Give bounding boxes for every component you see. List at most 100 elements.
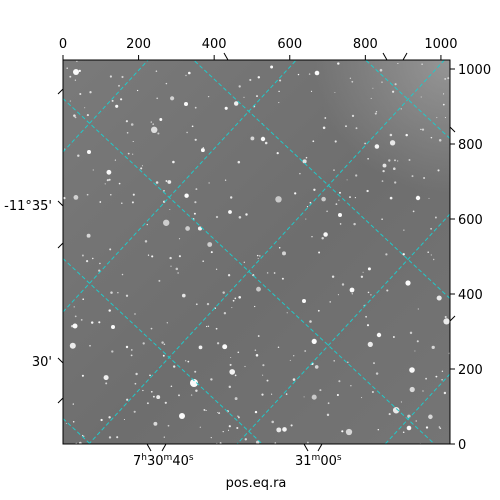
star — [309, 201, 312, 204]
star — [334, 140, 337, 143]
star — [184, 193, 189, 198]
star — [297, 73, 300, 76]
star — [164, 401, 167, 404]
star — [313, 188, 316, 191]
star — [132, 140, 134, 143]
star — [258, 255, 261, 257]
star — [103, 375, 109, 381]
star — [379, 68, 383, 72]
star — [108, 436, 112, 439]
star — [159, 118, 163, 121]
star — [256, 440, 260, 444]
ra-top-tick-mark — [223, 52, 229, 61]
star — [215, 327, 218, 330]
star — [89, 91, 92, 94]
star — [373, 362, 375, 365]
star — [400, 108, 402, 110]
star — [319, 389, 322, 392]
star — [90, 321, 94, 324]
star — [207, 325, 210, 328]
star — [243, 96, 245, 98]
star — [73, 114, 76, 117]
star — [422, 390, 424, 392]
star — [147, 254, 150, 256]
star — [223, 312, 227, 315]
star — [381, 218, 383, 220]
star — [308, 73, 311, 75]
star — [434, 216, 437, 219]
star — [169, 256, 172, 260]
star — [279, 79, 282, 82]
star — [69, 75, 72, 78]
x-tick-label: 0 — [59, 37, 67, 52]
star — [324, 117, 327, 119]
y-tick-label: 400 — [458, 288, 483, 303]
dec-right-tick-mark — [449, 315, 456, 322]
star — [282, 251, 286, 256]
star — [346, 361, 349, 364]
x-axis-title: pos.eq.ra — [226, 476, 287, 491]
star — [178, 238, 181, 240]
star — [244, 365, 246, 368]
star — [238, 295, 242, 299]
star — [195, 303, 198, 306]
star — [389, 196, 393, 200]
star — [389, 140, 396, 146]
star — [305, 156, 308, 159]
star — [244, 438, 247, 441]
star — [409, 386, 415, 393]
star — [161, 341, 164, 344]
star — [394, 181, 397, 184]
star — [86, 233, 91, 238]
star — [367, 267, 371, 271]
star — [166, 322, 168, 324]
dec-tick-label-1: -11°35' — [4, 199, 52, 214]
star — [417, 308, 419, 310]
star — [157, 132, 160, 135]
star — [141, 165, 143, 167]
star — [163, 436, 165, 438]
star — [106, 179, 109, 182]
star — [191, 125, 194, 128]
star — [237, 416, 240, 419]
star — [109, 248, 112, 251]
star — [338, 199, 340, 201]
star — [163, 190, 165, 192]
star — [311, 394, 317, 400]
star — [110, 194, 112, 196]
star — [92, 169, 94, 171]
star — [230, 196, 233, 199]
star — [392, 336, 395, 338]
star — [292, 378, 296, 381]
star — [302, 159, 307, 164]
star — [444, 117, 446, 119]
star — [327, 402, 330, 405]
star — [111, 350, 114, 353]
star — [355, 127, 358, 130]
star — [425, 377, 427, 380]
star — [185, 74, 187, 77]
star — [351, 293, 354, 295]
star — [178, 394, 180, 397]
star — [229, 363, 232, 366]
bright-star — [260, 136, 266, 142]
star — [341, 283, 345, 286]
star — [210, 378, 213, 381]
star — [125, 294, 129, 297]
star — [172, 160, 175, 164]
star — [142, 342, 145, 345]
star — [264, 141, 268, 145]
star — [436, 295, 442, 301]
star — [346, 179, 348, 181]
star — [354, 197, 356, 199]
plot-frame — [62, 59, 451, 445]
star — [421, 128, 425, 131]
star — [66, 67, 68, 69]
star — [311, 338, 317, 344]
star — [421, 63, 423, 65]
star — [339, 223, 342, 225]
bright-star — [405, 280, 411, 286]
star — [186, 131, 188, 134]
star — [152, 395, 155, 398]
star — [294, 192, 297, 195]
